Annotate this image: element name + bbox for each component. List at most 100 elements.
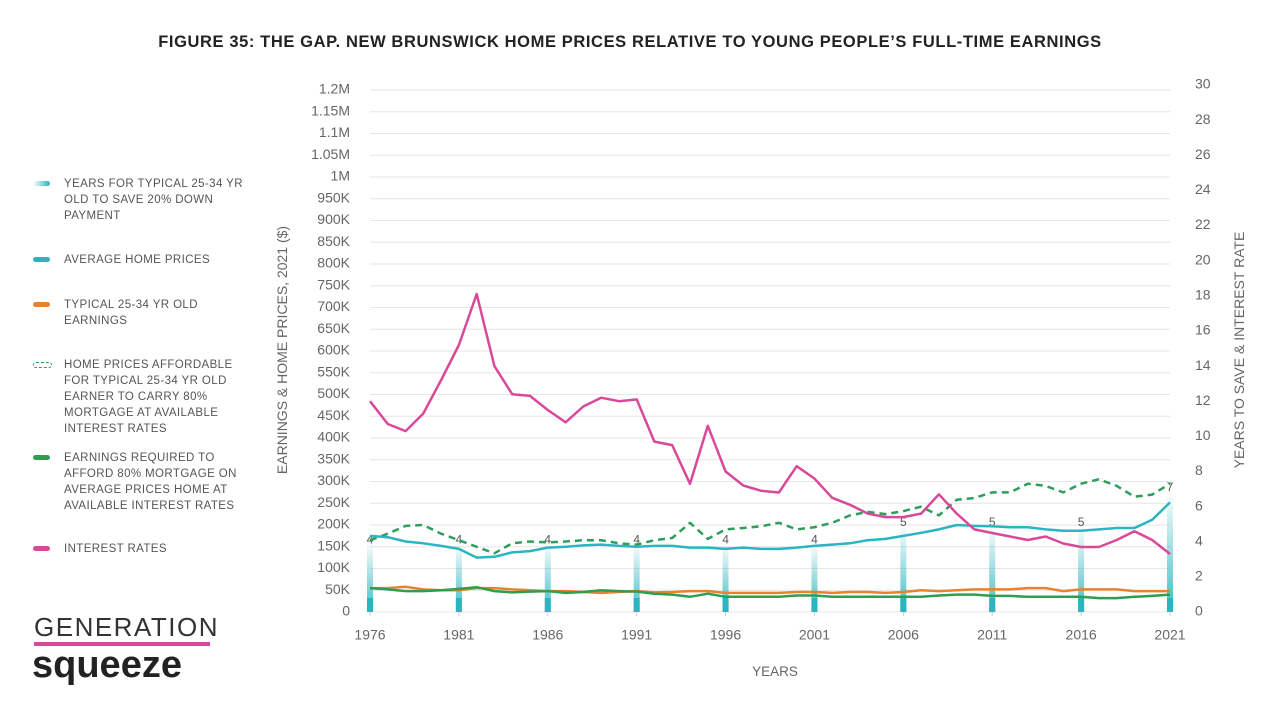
legend-label: INTEREST RATES (64, 543, 167, 555)
save-bar-base (1167, 598, 1173, 612)
save-bar-base (989, 598, 996, 612)
y2-tick-label: 16 (1195, 322, 1211, 338)
save-label: 7 (1167, 480, 1174, 494)
y2-tick-label: 0 (1195, 603, 1203, 619)
brand-top: GENERATION (34, 612, 219, 642)
y-tick-label: 300K (317, 472, 350, 488)
save-bar-base (811, 598, 818, 612)
y2-tick-label: 30 (1195, 76, 1211, 92)
legend-label: YEARS FOR TYPICAL 25-34 YR OLD TO SAVE 2… (64, 178, 243, 222)
save-bar (1078, 524, 1085, 612)
series-line (369, 478, 1171, 555)
save-bar (989, 524, 996, 612)
save-bar-base (633, 598, 640, 612)
legend-swatch (33, 362, 52, 368)
x-tick-label: 2016 (1066, 627, 1097, 643)
y2-tick-label: 2 (1195, 568, 1203, 584)
y2-tick-label: 6 (1195, 497, 1203, 513)
y-tick-label: 750K (317, 276, 350, 292)
y-tick-label: 850K (317, 233, 350, 249)
x-tick-label: 2001 (799, 627, 830, 643)
series-line (369, 292, 1171, 555)
y2-tick-label: 8 (1195, 462, 1203, 478)
save-label: 5 (900, 515, 907, 529)
y-tick-label: 150K (317, 537, 350, 553)
brand-bottom: squeeze (32, 644, 182, 686)
y2-tick-label: 12 (1195, 392, 1211, 408)
y2-tick-label: 28 (1195, 111, 1211, 127)
y-tick-label: 900K (317, 211, 350, 227)
save-bar-base (900, 598, 907, 612)
y-tick-label: 350K (317, 450, 350, 466)
y-axis-label: EARNINGS & HOME PRICES, 2021 ($) (274, 226, 290, 474)
y2-tick-label: 24 (1195, 181, 1211, 197)
x-tick-label: 2021 (1154, 627, 1185, 643)
legend-swatch (33, 455, 50, 460)
legend-swatch (33, 302, 50, 307)
legend-label: HOME PRICES AFFORDABLE FOR TYPICAL 25-34… (64, 359, 233, 435)
y-tick-label: 400K (317, 429, 350, 445)
x-tick-label: 2011 (977, 627, 1007, 643)
y-tick-label: 600K (317, 342, 350, 358)
save-label: 5 (989, 515, 996, 529)
save-bar-base (367, 598, 373, 612)
y2-tick-label: 22 (1195, 216, 1211, 232)
y2-tick-label: 14 (1195, 357, 1211, 373)
y-tick-label: 250K (317, 494, 350, 510)
series-line (369, 585, 1171, 600)
save-bar (722, 541, 729, 612)
y-tick-label: 800K (317, 255, 350, 271)
legend-label: EARNINGS REQUIRED TO AFFORD 80% MORTGAGE… (64, 452, 237, 512)
y-tick-label: 700K (317, 298, 350, 314)
y-tick-label: 1.2M (319, 81, 350, 97)
chart-title: FIGURE 35: THE GAP. NEW BRUNSWICK HOME P… (158, 33, 1102, 51)
save-label: 4 (633, 533, 640, 547)
save-bar-base (1078, 598, 1085, 612)
x-tick-label: 1986 (532, 627, 563, 643)
y2-tick-label: 10 (1195, 427, 1211, 443)
save-label: 4 (456, 533, 463, 547)
save-bar (633, 541, 640, 612)
save-bar (1167, 489, 1173, 612)
save-bar-base (544, 598, 551, 612)
y-tick-label: 1M (331, 168, 350, 184)
y-tick-label: 950K (317, 189, 350, 205)
y2-tick-label: 4 (1195, 532, 1203, 548)
save-bar (900, 524, 907, 612)
save-bar-base (455, 598, 462, 612)
y2-tick-label: 26 (1195, 146, 1211, 162)
save-label: 4 (544, 533, 551, 547)
y-tick-label: 0 (342, 603, 350, 619)
y-tick-label: 100K (317, 559, 350, 575)
brand-rule (34, 642, 210, 646)
x-tick-label: 1996 (710, 627, 741, 643)
save-label: 5 (1078, 515, 1085, 529)
x-axis-label: YEARS (752, 664, 798, 679)
y-tick-label: 500K (317, 385, 350, 401)
legend-label: TYPICAL 25-34 YR OLD EARNINGS (64, 299, 198, 327)
y-tick-label: 1.1M (319, 124, 350, 140)
save-label: 4 (722, 533, 729, 547)
y2-tick-label: 20 (1195, 251, 1211, 267)
y-tick-label: 650K (317, 320, 350, 336)
x-tick-label: 2006 (888, 627, 919, 643)
save-bar (367, 541, 373, 612)
series-line (370, 585, 1170, 595)
y-tick-label: 50K (325, 581, 351, 597)
save-bar (811, 541, 818, 612)
save-bar (455, 541, 462, 612)
x-tick-label: 1976 (354, 627, 385, 643)
save-bar-base (722, 598, 729, 612)
series-line (369, 501, 1171, 559)
y-tick-label: 450K (317, 407, 350, 423)
legend-swatch (33, 181, 50, 186)
y-tick-label: 1.05M (311, 146, 350, 162)
y-tick-label: 1.15M (311, 102, 350, 118)
legend-label: AVERAGE HOME PRICES (64, 254, 211, 266)
y-tick-label: 200K (317, 516, 350, 532)
y-tick-label: 550K (317, 363, 350, 379)
x-tick-label: 1981 (443, 627, 474, 643)
x-tick-label: 1991 (621, 627, 652, 643)
